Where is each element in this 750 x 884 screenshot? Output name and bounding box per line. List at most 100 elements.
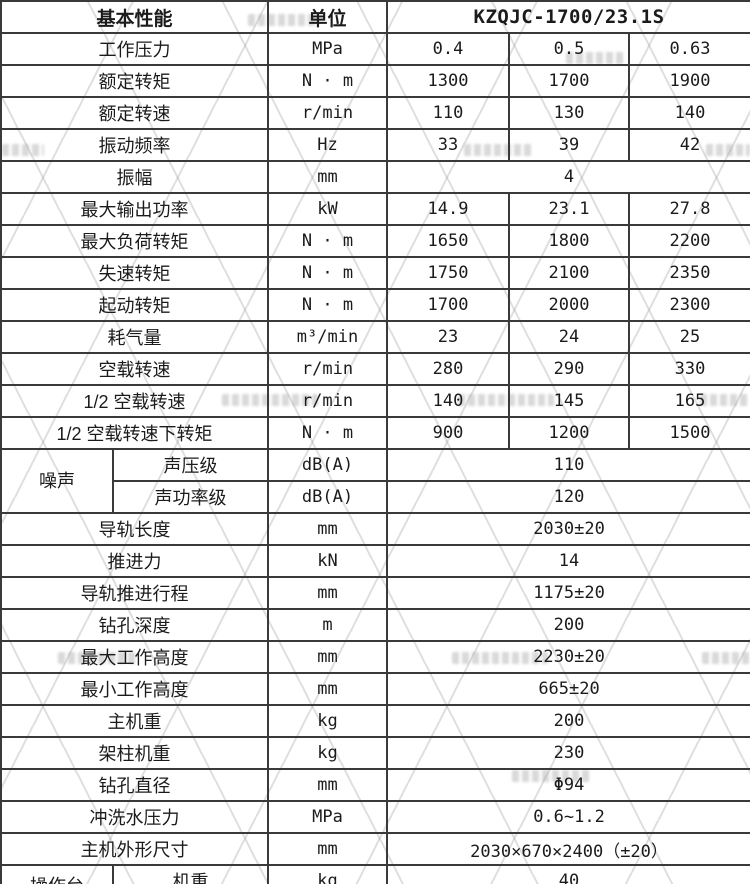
row-label-cell: 振动频率 [0,128,270,162]
row-group-cell: 噪声 [0,448,114,514]
row-value-cell-merged: 2030±20 [386,512,750,546]
table-row: 主机重 kg 200 [0,704,750,738]
row-value-cell: 0.4 [386,32,511,66]
row-unit-cell: mm [267,672,389,706]
row-value-cell: 1800 [508,224,631,258]
row-value-cell: 1900 [628,64,750,98]
row-unit-cell: kg [267,704,389,738]
row-group-line: 噪声 [39,470,75,491]
row-label-cell: 导轨推进行程 [0,576,270,610]
table-row: 振幅 mm 4 [0,160,750,194]
row-value-cell: 0.63 [628,32,750,66]
row-label-cell: 耗气量 [0,320,270,354]
table-row: 钻孔直径 mm Φ94 [0,768,750,802]
row-unit-cell: mm [267,832,389,866]
row-value-cell-merged: 120 [386,480,750,514]
row-unit-cell: dB(A) [267,480,389,514]
row-unit-cell: mm [267,512,389,546]
row-value-cell-merged: 1175±20 [386,576,750,610]
row-label-cell: 最大负荷转矩 [0,224,270,258]
table-row: 噪声 声压级 dB(A) 110 [0,448,750,514]
row-value-cell: 145 [508,384,631,418]
row-unit-cell: N · m [267,256,389,290]
row-value-cell: 2300 [628,288,750,322]
row-value-cell: 2350 [628,256,750,290]
table-row: 导轨长度 mm 2030±20 [0,512,750,546]
table-row: 起动转矩 N · m 1700 2000 2300 [0,288,750,322]
table-row: 主机外形尺寸 mm 2030×670×2400（±20） [0,832,750,866]
row-value-cell: 110 [386,96,511,130]
row-label-cell: 主机外形尺寸 [0,832,270,866]
row-value-cell: 23.1 [508,192,631,226]
row-value-cell: 0.5 [508,32,631,66]
row-value-cell: 1700 [508,64,631,98]
row-label-cell: 声功率级 [111,480,270,514]
row-label-cell: 最大工作高度 [0,640,270,674]
row-unit-cell: Hz [267,128,389,162]
row-label-cell: 导轨长度 [0,512,270,546]
row-value-cell: 24 [508,320,631,354]
row-value-cell-merged: 40 [386,864,750,884]
row-unit-cell: r/min [267,352,389,386]
row-value-cell: 1200 [508,416,631,450]
row-value-cell: 39 [508,128,631,162]
row-unit-cell: N · m [267,64,389,98]
row-unit-cell: r/min [267,96,389,130]
row-label-cell: 最大输出功率 [0,192,270,226]
row-value-cell-merged: 0.6~1.2 [386,800,750,834]
row-label-cell: 推进力 [0,544,270,578]
row-unit-cell: mm [267,640,389,674]
row-label-cell: 额定转矩 [0,64,270,98]
row-unit-cell: kW [267,192,389,226]
row-value-cell-merged: 665±20 [386,672,750,706]
row-value-cell-merged: 230 [386,736,750,770]
row-value-cell: 290 [508,352,631,386]
row-value-cell: 33 [386,128,511,162]
table-row: 最小工作高度 mm 665±20 [0,672,750,706]
row-unit-cell: dB(A) [267,448,389,482]
row-value-cell-merged: 200 [386,704,750,738]
row-value-cell-merged: 14 [386,544,750,578]
table-row: 声功率级 dB(A) 120 [1,480,750,514]
row-value-cell: 140 [628,96,750,130]
table-row: 最大负荷转矩 N · m 1650 1800 2200 [0,224,750,258]
row-unit-cell: mm [267,160,389,194]
row-value-cell: 140 [386,384,511,418]
row-value-cell: 1700 [386,288,511,322]
row-value-cell: 2200 [628,224,750,258]
row-value-cell-merged: 2030×670×2400（±20） [386,832,750,866]
row-unit-cell: N · m [267,416,389,450]
row-unit-cell: kg [267,736,389,770]
row-value-cell: 2000 [508,288,631,322]
row-value-cell-merged: 2230±20 [386,640,750,674]
row-value-cell: 23 [386,320,511,354]
row-unit-cell: m³/min [267,320,389,354]
header-row: 基本性能 单位 KZQJC-1700/23.1S [0,0,750,34]
row-unit-cell: kN [267,544,389,578]
row-label-cell: 架柱机重 [0,736,270,770]
row-value-cell: 1300 [386,64,511,98]
row-unit-cell: r/min [267,384,389,418]
row-unit-cell: MPa [267,32,389,66]
row-value-cell: 27.8 [628,192,750,226]
table-row: 最大工作高度 mm 2230±20 [0,640,750,674]
row-value-cell-merged: 200 [386,608,750,642]
header-basic-performance: 基本性能 [0,0,270,34]
table-row: 冲洗水压力 MPa 0.6~1.2 [0,800,750,834]
row-value-cell: 280 [386,352,511,386]
row-value-cell-merged: Φ94 [386,768,750,802]
row-value-cell: 1650 [386,224,511,258]
table-row: 耗气量 m³/min 23 24 25 [0,320,750,354]
header-model: KZQJC-1700/23.1S [386,0,750,34]
table-row: 最大输出功率 kW 14.9 23.1 27.8 [0,192,750,226]
row-label-cell: 最小工作高度 [0,672,270,706]
table-row: 1/2 空载转速下转矩 N · m 900 1200 1500 [0,416,750,450]
row-unit-cell: N · m [267,288,389,322]
row-label-cell: 主机重 [0,704,270,738]
row-value-cell: 330 [628,352,750,386]
row-value-cell: 42 [628,128,750,162]
row-unit-cell: mm [267,576,389,610]
table-row: 空载转速 r/min 280 290 330 [0,352,750,386]
